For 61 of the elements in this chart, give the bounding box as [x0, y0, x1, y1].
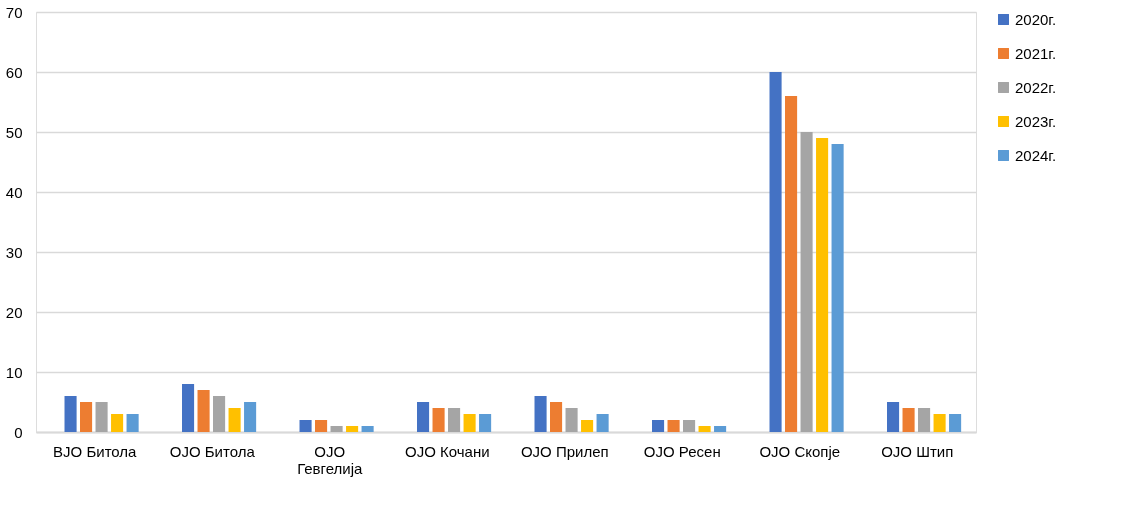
bar [652, 420, 665, 432]
y-tick-label: 30 [5, 243, 23, 261]
bar [111, 414, 124, 432]
x-tick-label: OJO Битола [169, 442, 256, 460]
bar [197, 390, 210, 432]
bar [949, 414, 962, 432]
x-tick-label: OJO Штип [881, 442, 954, 460]
bar [714, 426, 727, 432]
bar [667, 420, 680, 432]
bar [933, 414, 946, 432]
bar [683, 420, 696, 432]
bar [698, 426, 711, 432]
bar [550, 402, 563, 432]
legend-label: 2023г. [1015, 112, 1057, 130]
bar [902, 408, 915, 432]
x-tick-label: OJO Кочани [404, 442, 490, 460]
bar [315, 420, 328, 432]
bar [330, 426, 343, 432]
bar [918, 408, 931, 432]
bar [479, 414, 492, 432]
bar [463, 414, 476, 432]
bar [182, 384, 195, 432]
y-tick-label: 20 [5, 303, 23, 321]
bar [785, 96, 798, 432]
legend-label: 2022г. [1015, 78, 1057, 96]
y-tick-label: 40 [5, 183, 23, 201]
bar [887, 402, 900, 432]
legend-label: 2024г. [1015, 146, 1057, 164]
y-tick-label: 10 [5, 363, 23, 381]
x-tick-label: OJO Гевгелија [297, 442, 364, 477]
bar [126, 414, 139, 432]
bar [816, 138, 829, 432]
x-tick-label: OJO Скопје [759, 442, 841, 460]
y-tick-label: 50 [5, 123, 23, 141]
bar [800, 132, 813, 432]
bar [769, 72, 782, 432]
x-tick-label: BJO Битола [53, 442, 138, 460]
bar [64, 396, 77, 432]
bar [534, 396, 547, 432]
legend-label: 2020г. [1015, 10, 1057, 28]
x-tick-label: OJO Прилеп [520, 442, 609, 460]
bar [213, 396, 226, 432]
bar [565, 408, 578, 432]
bar [299, 420, 312, 432]
bar [361, 426, 374, 432]
bar [596, 414, 609, 432]
y-tick-label: 60 [5, 63, 23, 81]
bar [80, 402, 93, 432]
bar [581, 420, 594, 432]
bar [228, 408, 241, 432]
y-tick-label: 0 [14, 423, 23, 441]
bar [831, 144, 844, 432]
bar [95, 402, 108, 432]
y-tick-label: 70 [5, 3, 23, 21]
bar [432, 408, 445, 432]
x-tick-label: OJO Ресен [643, 442, 721, 460]
bar [346, 426, 359, 432]
bar [448, 408, 461, 432]
legend-label: 2021г. [1015, 44, 1057, 62]
bar [417, 402, 430, 432]
bar [244, 402, 257, 432]
